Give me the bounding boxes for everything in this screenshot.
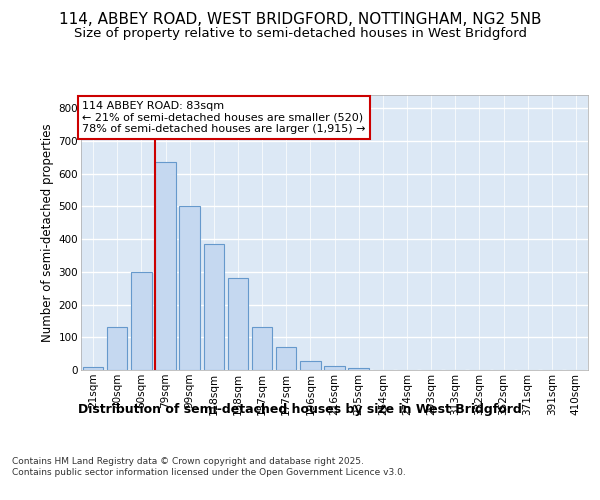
Bar xyxy=(324,366,345,370)
Text: Size of property relative to semi-detached houses in West Bridgford: Size of property relative to semi-detach… xyxy=(74,28,527,40)
Bar xyxy=(131,272,152,370)
Bar xyxy=(107,328,127,370)
Bar xyxy=(179,206,200,370)
Bar xyxy=(155,162,176,370)
Bar xyxy=(252,328,272,370)
Bar xyxy=(300,361,320,370)
Bar xyxy=(227,278,248,370)
Y-axis label: Number of semi-detached properties: Number of semi-detached properties xyxy=(41,123,55,342)
Bar xyxy=(203,244,224,370)
Bar xyxy=(276,347,296,370)
Text: Distribution of semi-detached houses by size in West Bridgford: Distribution of semi-detached houses by … xyxy=(78,402,522,415)
Text: 114 ABBEY ROAD: 83sqm
← 21% of semi-detached houses are smaller (520)
78% of sem: 114 ABBEY ROAD: 83sqm ← 21% of semi-deta… xyxy=(82,101,366,134)
Text: Contains HM Land Registry data © Crown copyright and database right 2025.
Contai: Contains HM Land Registry data © Crown c… xyxy=(12,458,406,477)
Text: 114, ABBEY ROAD, WEST BRIDGFORD, NOTTINGHAM, NG2 5NB: 114, ABBEY ROAD, WEST BRIDGFORD, NOTTING… xyxy=(59,12,541,28)
Bar xyxy=(349,368,369,370)
Bar xyxy=(83,366,103,370)
